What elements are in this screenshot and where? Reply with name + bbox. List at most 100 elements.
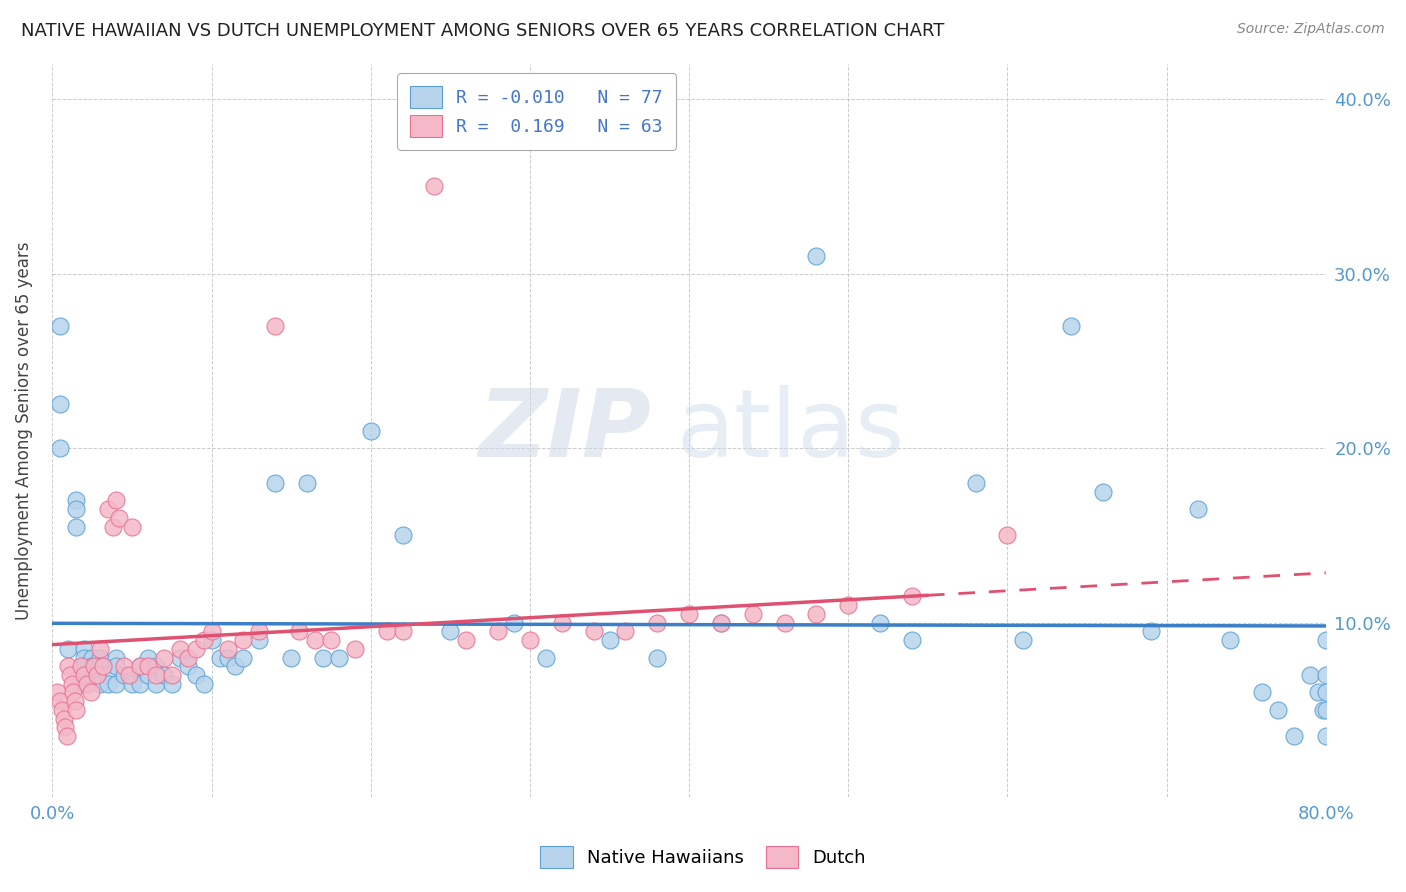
Point [582,624,605,639]
Point [423,179,446,194]
Point [201,633,224,648]
Point [89,650,111,665]
Point [65,519,87,533]
Point [201,624,224,639]
Point [63,694,86,708]
Point [456,633,478,648]
Point [232,650,254,665]
Point [73,650,96,665]
Text: ZIP: ZIP [478,384,651,476]
Point [105,659,128,673]
Point [73,676,96,690]
Point [806,249,828,263]
Point [136,650,159,665]
Point [1282,729,1305,743]
Point [53,720,76,734]
Point [280,650,302,665]
Point [73,641,96,656]
Point [49,318,72,333]
Point [105,676,128,690]
Point [343,641,366,656]
Point [112,668,135,682]
Point [112,659,135,673]
Point [360,424,382,438]
Point [121,519,143,533]
Point [264,318,287,333]
Point [136,668,159,682]
Point [184,668,207,682]
Point [65,493,87,508]
Y-axis label: Unemployment Among Seniors over 65 years: Unemployment Among Seniors over 65 years [15,242,32,620]
Point [97,668,120,682]
Point [901,590,924,604]
Point [76,676,98,690]
Point [295,475,318,490]
Point [51,703,73,717]
Legend: R = -0.010   N = 77, R =  0.169   N = 63: R = -0.010 N = 77, R = 0.169 N = 63 [396,73,676,150]
Point [97,502,120,516]
Point [645,650,668,665]
Point [153,668,176,682]
Point [79,685,101,699]
Point [1251,685,1274,699]
Point [153,650,176,665]
Point [1315,668,1337,682]
Point [93,659,115,673]
Point [52,712,75,726]
Point [145,668,167,682]
Legend: Native Hawaiians, Dutch: Native Hawaiians, Dutch [529,835,877,879]
Point [49,397,72,411]
Text: atlas: atlas [676,384,904,476]
Point [108,511,131,525]
Point [217,650,239,665]
Point [82,668,104,682]
Point [1315,703,1337,717]
Point [217,641,239,656]
Point [710,615,733,630]
Point [439,624,461,639]
Point [82,659,104,673]
Point [208,650,231,665]
Point [614,624,637,639]
Point [62,685,84,699]
Point [741,607,763,621]
Point [129,659,152,673]
Point [1219,633,1241,648]
Point [129,676,152,690]
Point [1315,729,1337,743]
Text: NATIVE HAWAIIAN VS DUTCH UNEMPLOYMENT AMONG SENIORS OVER 65 YEARS CORRELATION CH: NATIVE HAWAIIAN VS DUTCH UNEMPLOYMENT AM… [21,22,945,40]
Point [121,668,143,682]
Point [486,624,509,639]
Point [328,650,350,665]
Point [806,607,828,621]
Point [224,659,246,673]
Point [118,668,141,682]
Point [145,676,167,690]
Point [86,668,108,682]
Point [837,598,859,612]
Point [83,659,105,673]
Point [773,615,796,630]
Point [710,615,733,630]
Point [193,633,215,648]
Point [678,607,700,621]
Point [169,641,191,656]
Point [49,441,72,455]
Point [312,650,335,665]
Point [965,475,987,490]
Point [1315,685,1337,699]
Point [551,615,574,630]
Point [73,668,96,682]
Point [247,633,270,648]
Point [136,659,159,673]
Point [105,650,128,665]
Text: Source: ZipAtlas.com: Source: ZipAtlas.com [1237,22,1385,37]
Point [82,650,104,665]
Point [901,633,924,648]
Point [1315,633,1337,648]
Point [97,676,120,690]
Point [319,633,342,648]
Point [247,624,270,639]
Point [89,676,111,690]
Point [997,528,1019,542]
